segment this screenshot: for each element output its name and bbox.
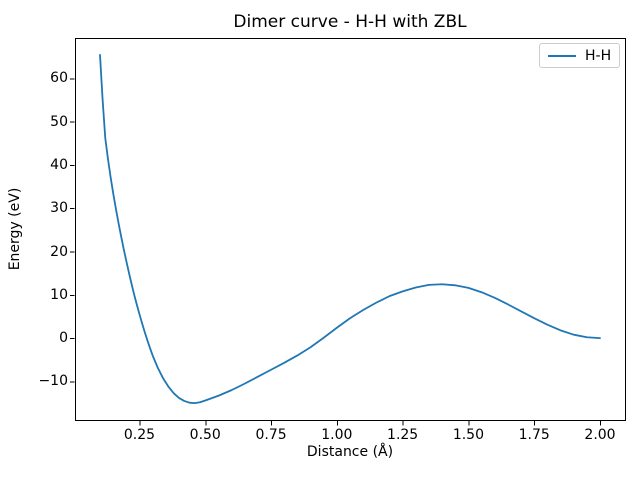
y-tick-label: 60 xyxy=(50,70,68,87)
axes-spines xyxy=(75,38,626,421)
x-tick-label: 1.25 xyxy=(387,427,419,443)
legend-line-sample xyxy=(548,54,576,57)
x-tick-label: 1.50 xyxy=(452,427,484,443)
y-tick-label: −10 xyxy=(38,373,68,390)
y-tick-label: 20 xyxy=(50,243,68,260)
y-tick-label: 30 xyxy=(50,200,68,217)
y-tick-label: 0 xyxy=(59,330,68,347)
x-tick-label: 1.75 xyxy=(518,427,550,443)
y-tick-label: 50 xyxy=(50,113,68,130)
x-tick-label: 0.75 xyxy=(255,427,287,443)
x-tick-label: 2.00 xyxy=(584,427,616,443)
x-tick-label: 1.00 xyxy=(321,427,353,443)
x-axis-label: Distance (Å) xyxy=(306,444,394,460)
legend-label: H-H xyxy=(585,47,612,64)
plot-title: Dimer curve - H-H with ZBL xyxy=(233,12,467,32)
y-tick-label: 40 xyxy=(50,156,68,173)
x-tick-label: 0.50 xyxy=(189,427,221,443)
curve-H-H xyxy=(99,53,601,405)
y-tick-label: 10 xyxy=(50,286,68,303)
legend: H-H xyxy=(539,43,620,68)
x-tick-label: 0.25 xyxy=(123,427,156,443)
